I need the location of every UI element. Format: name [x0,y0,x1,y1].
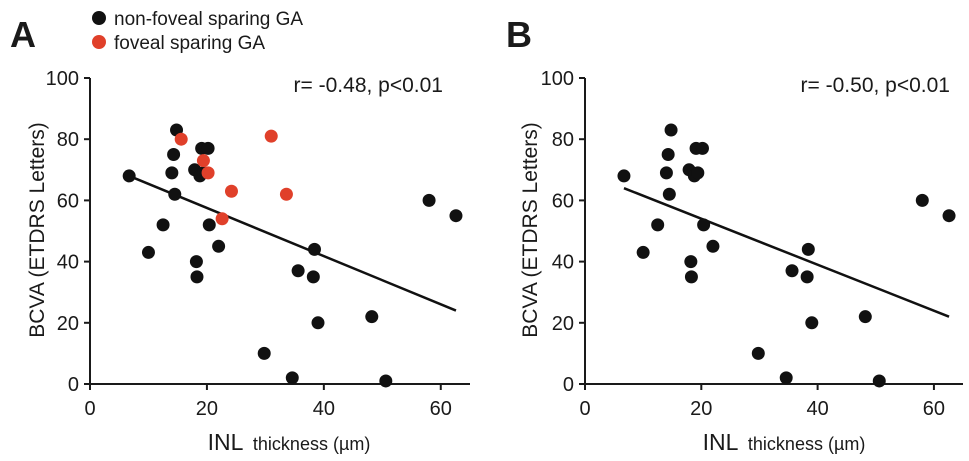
panel-a-point-non-foveal [311,316,325,330]
panel-b-x-axis-title: INL thickness (µm) [703,429,866,455]
panel-b-point-non-foveal [659,166,673,180]
panel-b-point-non-foveal [805,316,819,330]
panel-a-point-non-foveal [257,346,271,360]
panel-a-x-tick-label: 40 [313,398,335,420]
legend: non-foveal sparing GA foveal sparing GA [92,9,303,54]
panel-b-point-non-foveal [691,166,705,180]
panel-a-y-tick-label: 100 [46,68,79,90]
panel-b-x-tick-label: 40 [806,398,828,420]
panel-a-point-non-foveal [379,374,393,388]
panel-a-y-tick-label: 80 [57,129,79,151]
panel-b-point-non-foveal [858,310,872,324]
panel-b-point-non-foveal [651,218,665,232]
panel-a-point-non-foveal [122,169,136,183]
panel-b-y-tick-label: 20 [552,313,574,335]
panel-a-x-axis-title-sub: thickness (µm) [253,434,370,454]
legend-marker-foveal [92,35,106,49]
panel-b-point-non-foveal [664,123,678,137]
panel-a-x-axis-title-main: INL [208,429,244,455]
panel-b-point-non-foveal [697,218,711,232]
panel-b-point-non-foveal [801,242,815,256]
panel-a-point-foveal [215,212,229,226]
panel-a-correlation-label: r= -0.48, p<0.01 [294,74,443,97]
panel-a-point-non-foveal [141,245,155,259]
panel-b-point-non-foveal [662,187,676,201]
panel-b-x-tick-label: 0 [579,398,590,420]
panel-a-point-non-foveal [291,264,305,278]
legend-label-non-foveal: non-foveal sparing GA [114,9,303,30]
panel-a-y-tick-label: 60 [57,190,79,212]
panel-a-x-axis-title: INL thickness (µm) [208,429,371,455]
panel-b-correlation-label: r= -0.50, p<0.01 [801,74,950,97]
panel-a-point-foveal [224,184,238,198]
panel-a-point-foveal [201,166,215,180]
panel-a-point-foveal [264,129,278,143]
panel-a-point-non-foveal [306,270,320,284]
panel-b-letter: B [506,14,532,55]
panel-a-plot: r= -0.48, p<0.01 BCVA (ETDRS Letters) IN… [26,68,470,455]
panel-b-point-non-foveal [872,374,886,388]
panel-a-point-non-foveal [165,166,179,180]
panel-b-point-non-foveal [915,193,929,207]
legend-marker-non-foveal [92,11,106,25]
panel-a-point-foveal [174,132,188,146]
panel-b-y-tick-label: 100 [541,68,574,90]
panel-a-point-non-foveal [422,193,436,207]
panel-b-y-tick-label: 60 [552,190,574,212]
panel-a-point-non-foveal [202,218,216,232]
panel-b-x-axis-title-sub: thickness (µm) [748,434,865,454]
panel-a-point-non-foveal [201,141,215,155]
panel-a-x-tick-label: 20 [196,398,218,420]
panel-a-letter: A [10,14,36,55]
panel-b-point-non-foveal [695,141,709,155]
panel-b-point-non-foveal [684,255,698,269]
panel-b-y-axis-title: BCVA (ETDRS Letters) [519,122,542,338]
panel-a-point-non-foveal [285,371,299,385]
panel-b-point-non-foveal [684,270,698,284]
legend-label-foveal: foveal sparing GA [114,33,265,54]
panel-b-point-non-foveal [779,371,793,385]
panel-b-point-non-foveal [800,270,814,284]
panel-a-regression-line [128,174,457,312]
panel-a-y-tick-label: 0 [68,374,79,396]
panel-a-point-non-foveal [449,209,463,223]
panel-a-point-non-foveal [168,187,182,201]
panel-b-point-non-foveal [751,346,765,360]
panel-b-x-axis-title-main: INL [703,429,739,455]
panel-a-point-foveal [196,154,210,168]
panel-a-point-non-foveal [190,270,204,284]
panel-a-y-axis-title: BCVA (ETDRS Letters) [26,122,49,338]
panel-b-point-non-foveal [942,209,956,223]
panel-a-point-non-foveal [365,310,379,324]
panel-a-point-non-foveal [189,255,203,269]
panel-a-x-tick-label: 0 [84,398,95,420]
panel-b-point-non-foveal [706,239,720,253]
panel-a-point-foveal [279,187,293,201]
panel-b-y-tick-label: 0 [563,374,574,396]
panel-a-y-tick-label: 40 [57,252,79,274]
panel-b-x-tick-label: 60 [923,398,945,420]
panel-a-point-non-foveal [212,239,226,253]
panel-a-point-non-foveal [167,148,181,161]
panel-a-x-tick-label: 60 [430,398,452,420]
panel-b-y-tick-label: 80 [552,129,574,151]
panel-b-x-tick-label: 20 [690,398,712,420]
panel-a-point-non-foveal [307,242,321,256]
panel-a-point-non-foveal [156,218,170,232]
panel-b-y-tick-label: 40 [552,252,574,274]
panel-b-point-non-foveal [785,264,799,278]
panel-b-point-non-foveal [636,245,650,259]
panel-a-y-tick-label: 20 [57,313,79,335]
panel-b-plot: r= -0.50, p<0.01 BCVA (ETDRS Letters) IN… [519,68,963,455]
panel-b-regression-line [623,186,950,318]
panel-b-point-non-foveal [617,169,631,183]
panel-b-point-non-foveal [661,148,675,161]
